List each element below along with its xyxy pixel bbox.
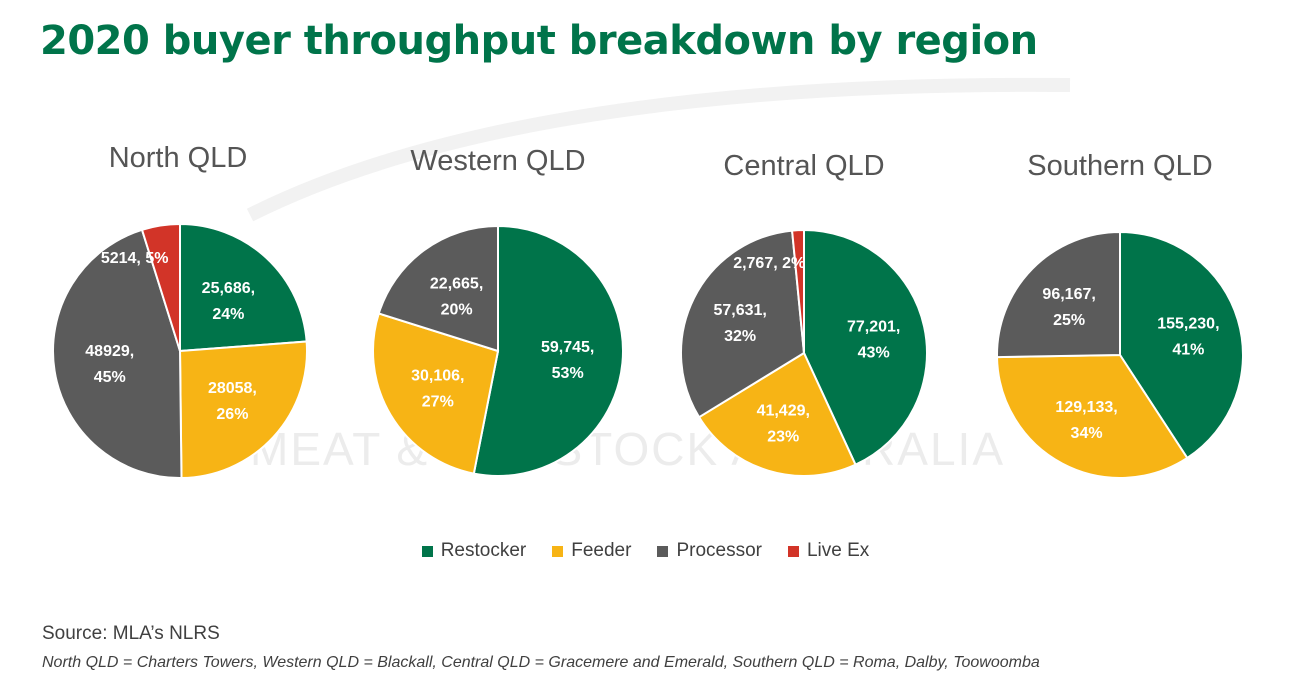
pie-chart-central-qld: 77,201, 43% 41,429, 23% 57,631, 32% 2,767, 2%: [680, 228, 928, 477]
legend-item-processor: Processor: [657, 540, 762, 562]
pie-slice-processor: [52, 228, 183, 479]
pie-slice-feeder: [178, 340, 308, 480]
data-label-feeder: 41,429, 23%: [757, 402, 810, 445]
legend-swatch-live-ex: [787, 545, 799, 557]
data-label-live-ex: 5214, 5%: [101, 250, 169, 267]
pie-slice-processor: [680, 229, 806, 419]
data-label-restocker: 25,686, 24%: [202, 280, 255, 323]
data-label-restocker: 77,201, 43%: [847, 319, 900, 362]
watermark-swoosh: [246, 77, 1071, 222]
source-note: Source: MLA’s NLRS: [42, 623, 220, 644]
region-footnote: North QLD = Charters Towers, Western QLD…: [42, 654, 1040, 671]
pie-slice-restocker: [179, 222, 308, 353]
legend-item-feeder: Feeder: [552, 540, 631, 562]
pie-chart-southern-qld: 155,230, 41% 129,133, 34% 96,167, 25%: [995, 230, 1244, 479]
data-label-live-ex: 2,767, 2%: [733, 255, 805, 272]
legend-swatch-feeder: [552, 545, 564, 557]
legend-item-restocker: Restocker: [421, 540, 527, 562]
legend-label: Processor: [676, 540, 762, 561]
pie-slice-feeder: [995, 353, 1189, 479]
pie-chart-western-qld: 59,745, 53% 30,106, 27% 22,665, 20%: [372, 224, 624, 477]
legend-item-live-ex: Live Ex: [787, 540, 870, 562]
pie-slice-restocker: [803, 228, 928, 467]
chart-title-western-qld: Western QLD: [410, 145, 586, 177]
data-label-processor: 48929, 45%: [85, 343, 134, 386]
chart-title-southern-qld: Southern QLD: [1027, 150, 1213, 182]
pie-slice-live-ex: [140, 222, 181, 352]
data-label-processor: 22,665, 20%: [430, 276, 483, 319]
chart-title-central-qld: Central QLD: [723, 150, 885, 182]
legend-swatch-processor: [657, 545, 669, 557]
pie-slice-feeder: [697, 351, 857, 477]
pie-slice-live-ex: [790, 228, 805, 354]
pie-slice-restocker: [472, 224, 624, 477]
pie-slice-processor: [377, 224, 499, 353]
data-label-feeder: 129,133, 34%: [1055, 399, 1117, 442]
pie-slice-processor: [996, 230, 1121, 359]
pie-slice-feeder: [372, 312, 500, 475]
pie-chart-north-qld: 25,686, 24% 28058, 26% 48929, 45% 5214, 5%: [52, 222, 308, 480]
data-label-processor: 96,167, 25%: [1042, 286, 1095, 329]
chart-title-north-qld: North QLD: [108, 142, 248, 174]
data-label-feeder: 30,106, 27%: [411, 368, 464, 411]
legend-label: Restocker: [440, 540, 527, 561]
legend-label: Live Ex: [806, 540, 870, 561]
legend-label: Feeder: [571, 540, 632, 561]
chart-legend: Restocker Feeder Processor Live Ex: [0, 540, 1291, 562]
data-label-restocker: 59,745, 53%: [541, 339, 594, 382]
data-label-feeder: 28058, 26%: [208, 380, 257, 423]
page-title: 2020 buyer throughput breakdown by regio…: [40, 18, 1038, 64]
legend-swatch-restocker: [421, 545, 433, 557]
data-label-processor: 57,631, 32%: [713, 302, 766, 345]
data-label-restocker: 155,230, 41%: [1157, 316, 1219, 359]
